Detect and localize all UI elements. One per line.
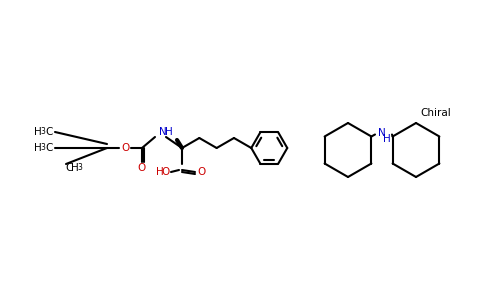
Text: H: H [71,163,79,173]
Text: H: H [156,167,164,177]
Text: 3: 3 [41,128,45,136]
Text: O: O [138,163,146,173]
Text: C: C [65,163,73,173]
Text: C: C [45,143,53,153]
Text: N: N [159,127,167,137]
Text: O: O [121,143,129,153]
Text: 3: 3 [41,143,45,152]
Text: 3: 3 [77,164,82,172]
Text: H: H [165,127,173,137]
Text: O: O [162,167,170,177]
Text: Chiral: Chiral [421,108,452,118]
Text: O: O [198,167,206,177]
Text: N: N [378,128,386,137]
Text: C: C [45,127,53,137]
Text: H: H [383,134,391,143]
Text: H: H [34,127,42,137]
Text: H: H [34,143,42,153]
